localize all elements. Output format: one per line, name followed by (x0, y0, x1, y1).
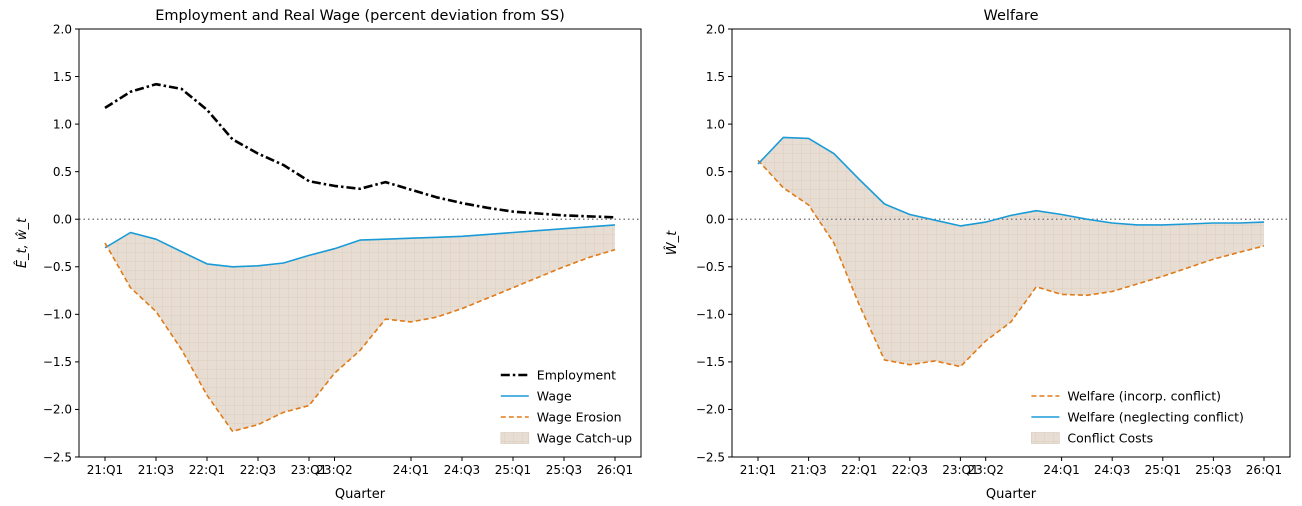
legend-label: Welfare (incorp. conflict) (1067, 389, 1221, 404)
x-tick-label: 24:Q1 (1043, 463, 1079, 477)
y-tick-label: 0.5 (53, 165, 72, 179)
fill-area (758, 137, 1264, 367)
y-tick-label: −0.5 (696, 260, 725, 274)
legend-item-welfare-incorp-conflict-: Welfare (incorp. conflict) (1031, 389, 1221, 404)
y-tick-label: 0.5 (706, 165, 725, 179)
legend-swatch (1031, 432, 1060, 444)
series-line-wage (104, 224, 616, 268)
legend-label: Welfare (neglecting conflict) (1067, 410, 1243, 425)
series-line-employment (104, 82, 616, 219)
y-tick-label: 1.0 (53, 117, 72, 131)
legend-item-wage-erosion: Wage Erosion (500, 410, 622, 425)
x-tick-label: 25:Q3 (1195, 463, 1231, 477)
series-line-welfare-neglecting-conflict- (757, 136, 1265, 227)
x-axis-label: Quarter (986, 487, 1037, 502)
legend: Employment Wage Wage Erosion Wage Catch-up (492, 361, 633, 451)
x-tick-label: 21:Q1 (87, 463, 123, 477)
y-tick-label: 1.5 (706, 70, 725, 84)
x-tick-label: 21:Q3 (138, 463, 174, 477)
x-tick-label: 22:Q3 (892, 463, 928, 477)
y-tick-label: −2.5 (696, 450, 725, 464)
y-tick-label: −2.0 (43, 403, 72, 417)
x-tick-label: 26:Q1 (1246, 463, 1282, 477)
y-tick-label: 2.0 (706, 22, 725, 36)
x-tick-label: 21:Q3 (790, 463, 826, 477)
y-tick-label: −1.5 (43, 355, 72, 369)
y-tick-label: 0.0 (706, 213, 725, 227)
x-tick-label: 24:Q1 (393, 463, 429, 477)
y-tick-label: −1.0 (43, 308, 72, 322)
y-axis-label: Ŵ_t (664, 230, 680, 255)
chart-title: Welfare (984, 8, 1039, 24)
legend-label: Conflict Costs (1067, 431, 1153, 446)
x-tick-label: 24:Q3 (1094, 463, 1130, 477)
y-tick-label: 1.5 (53, 70, 72, 84)
legend-box (492, 361, 633, 451)
axes-frame (78, 28, 642, 458)
x-tick-label: 23:Q2 (316, 463, 352, 477)
legend-label: Wage Erosion (537, 410, 622, 425)
legend-item-welfare-neglecting-conflict-: Welfare (neglecting conflict) (1031, 410, 1244, 425)
series-line-welfare-incorp-conflict- (757, 159, 1265, 368)
x-tick-label: 26:Q1 (597, 463, 633, 477)
legend-swatch (500, 432, 530, 444)
series-line-wage-erosion (104, 242, 616, 433)
legend-label: Wage (537, 389, 572, 404)
x-tick-label: 22:Q3 (240, 463, 276, 477)
y-tick-label: 1.0 (706, 117, 725, 131)
x-tick-label: 23:Q2 (967, 463, 1003, 477)
legend: Welfare (incorp. conflict) Welfare (negle… (1023, 382, 1282, 451)
x-tick-label: 25:Q1 (495, 463, 531, 477)
fill-area (105, 224, 615, 432)
x-tick-label: 22:Q1 (841, 463, 877, 477)
legend-item-employment: Employment (500, 368, 616, 383)
y-tick-label: −2.5 (43, 450, 72, 464)
legend-item-conflict-costs: Conflict Costs (1031, 431, 1153, 446)
legend-label: Employment (537, 368, 616, 383)
x-tick-label: 22:Q1 (189, 463, 225, 477)
y-axis-label: Ê_t, ŵ_t (14, 217, 30, 268)
y-tick-label: −0.5 (43, 260, 72, 274)
y-tick-label: 0.0 (53, 213, 72, 227)
panel-employment-wage: 2.0 1.5 1.0 0.5 0.0 −0.5 −1.0 −1.5 −2.0 −2.5 21:Q1… (14, 8, 642, 502)
x-tick-label: 25:Q1 (1145, 463, 1181, 477)
y-tick-label: −1.0 (696, 308, 725, 322)
x-tick-label: 23:Q1 (942, 463, 978, 477)
x-tick-label: 23:Q1 (291, 463, 327, 477)
x-tick-label: 24:Q3 (444, 463, 480, 477)
x-axis-label: Quarter (335, 487, 386, 502)
panel-welfare: 2.0 1.5 1.0 0.5 0.0 −0.5 −1.0 −1.5 −2.0 −2.5 21:Q1… (664, 8, 1291, 502)
legend-label: Wage Catch-up (537, 431, 632, 446)
x-tick-label: 25:Q3 (546, 463, 582, 477)
legend-item-wage: Wage (500, 389, 572, 404)
x-tick-label: 21:Q1 (740, 463, 776, 477)
legend-item-wage-catch-up: Wage Catch-up (500, 431, 632, 446)
axes-frame (731, 28, 1291, 458)
y-tick-label: −1.5 (696, 355, 725, 369)
y-tick-label: −2.0 (696, 403, 725, 417)
legend-box (1023, 382, 1282, 451)
y-tick-label: 2.0 (53, 22, 72, 36)
chart-title: Employment and Real Wage (percent deviat… (155, 8, 565, 24)
